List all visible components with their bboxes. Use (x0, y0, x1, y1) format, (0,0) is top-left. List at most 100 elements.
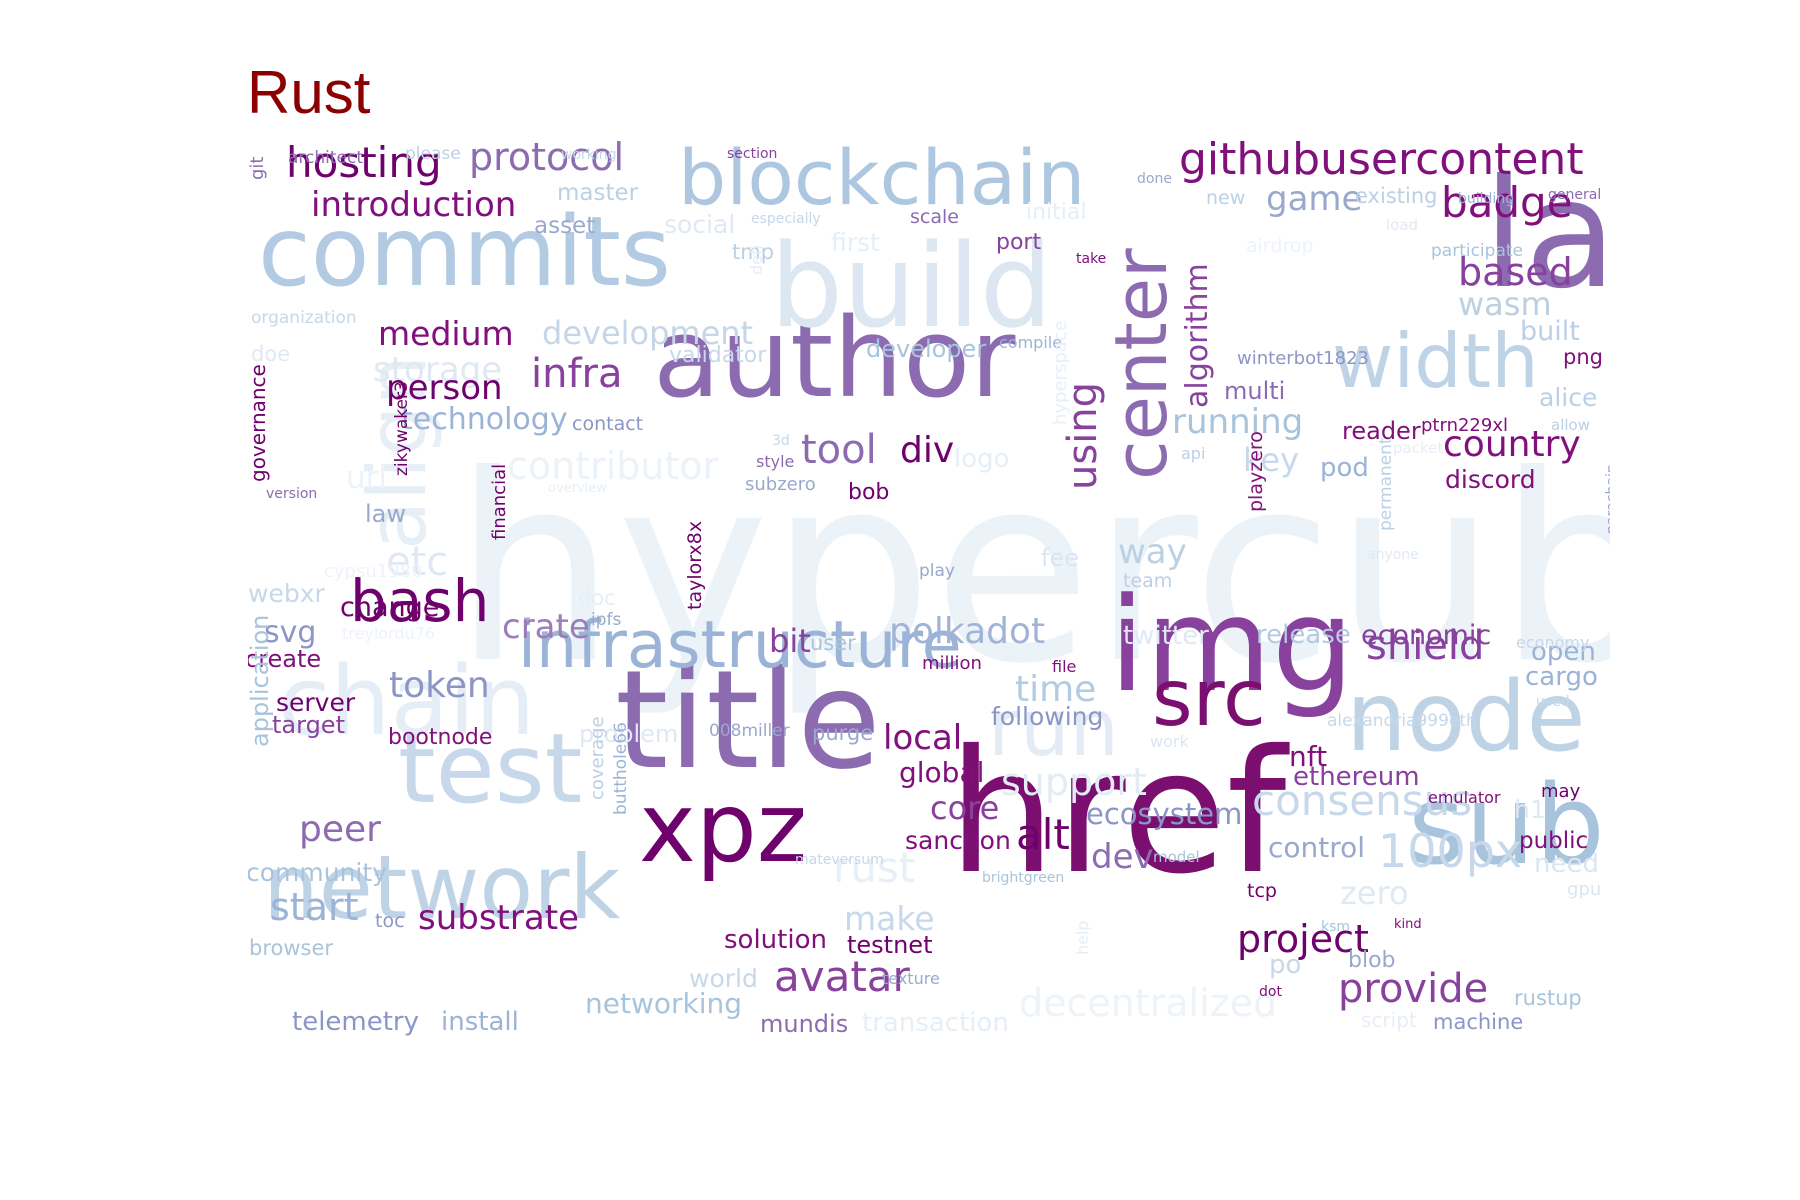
word-git: git (248, 156, 268, 180)
word-transaction: transaction (862, 1008, 1009, 1038)
word-polkadot: polkadot (889, 611, 1046, 652)
word-ptrn229xl: ptrn229xl (1421, 415, 1508, 436)
word-economic: economic (1361, 620, 1492, 651)
word-api: api (1181, 444, 1206, 463)
word-dot: dot (1259, 984, 1282, 1000)
word-alt: alt (1016, 810, 1070, 859)
word-h1: h1 (1514, 795, 1546, 824)
word-release: release (1256, 620, 1351, 650)
word-po: po (1269, 950, 1302, 980)
word-brightgreen: brightgreen (982, 870, 1065, 886)
word-browser: browser (249, 936, 334, 960)
word-node: node (1346, 661, 1586, 773)
word-financial: financial (489, 463, 510, 540)
word-doc: doc (578, 586, 616, 610)
word-doe: doe (251, 342, 291, 366)
word-zikywaker3: zikywaker3 (392, 381, 412, 476)
word-reader: reader (1342, 417, 1421, 445)
word-solution: solution (724, 925, 827, 955)
word-architect: architect (288, 148, 364, 168)
word-butthole66: butthole66 (611, 722, 631, 815)
word-width: width (1332, 317, 1539, 405)
word-social: social (664, 210, 736, 239)
word-machine: machine (1433, 1010, 1524, 1034)
word-cloud: hypercubehref lab img title author xpz sub netw… (248, 140, 1610, 1051)
word-build: build (770, 220, 1053, 354)
word-please: please (405, 144, 461, 164)
word-ethereum: ethereum (1293, 762, 1420, 792)
word-fee: fee (1041, 544, 1079, 572)
word-work: work (1150, 732, 1189, 751)
word-person: person (386, 368, 503, 408)
word-algorithm: algorithm (1180, 263, 1215, 408)
word-infra: infra (531, 351, 623, 397)
word-anyone: anyone (1367, 547, 1419, 563)
word-control: control (1268, 831, 1366, 864)
word-introduction: introduction (311, 185, 517, 225)
word-networking: networking (585, 987, 743, 1020)
word-parachain: parachain (1604, 464, 1610, 534)
word-tool: tool (801, 427, 877, 473)
word-commits: commits (258, 196, 671, 308)
word-working: working (561, 147, 617, 163)
word-xpz: xpz (639, 772, 808, 884)
word-playzero: playzero (1245, 431, 1267, 512)
word-world: world (689, 964, 758, 993)
word-public: public (1519, 828, 1589, 854)
word-crate: crate (502, 607, 590, 647)
word-technology: technology (401, 402, 568, 437)
word-section: section (727, 146, 778, 162)
word-img: img (1109, 569, 1355, 721)
word-telemetry: telemetry (292, 1007, 420, 1037)
word-start: start (270, 885, 359, 929)
word-taylorx8x: taylorx8x (684, 520, 706, 610)
word-winterbot1823: winterbot1823 (1237, 348, 1369, 369)
word-take: take (1076, 251, 1107, 267)
word-developer: developer (866, 335, 987, 363)
chart-title: Rust (247, 59, 371, 126)
word-project: project (1237, 917, 1369, 961)
word-change: change (340, 592, 440, 623)
word-discord: discord (1445, 465, 1536, 494)
word-script: script (1361, 1008, 1417, 1032)
word-user: user (810, 631, 856, 655)
word-etc: etc (386, 539, 449, 585)
word-scale: scale (910, 206, 959, 228)
word-core: core (930, 789, 1000, 827)
word-model: model (1153, 848, 1200, 866)
word-token: token (389, 665, 490, 706)
word-alice: alice (1539, 383, 1598, 412)
word-provide: provide (1338, 966, 1489, 1012)
word-country: country (1443, 424, 1581, 465)
word-permanent: permanent (1376, 437, 1396, 531)
word-peer: peer (299, 809, 381, 850)
word-texture: texture (882, 969, 940, 988)
word-wasm: wasm (1458, 285, 1552, 323)
word-install: install (441, 1007, 519, 1037)
word-time: time (1015, 669, 1097, 710)
word-hosting: hosting (286, 140, 442, 187)
word-following: following (991, 702, 1104, 731)
word-community: community (248, 858, 387, 887)
word-sanction: sanction (905, 826, 1011, 855)
word-pod: pod (1320, 453, 1369, 483)
word-allow: allow (1551, 416, 1590, 434)
word-run: run (988, 684, 1119, 774)
word-multi: multi (1224, 377, 1286, 405)
word-load: load (1386, 216, 1419, 234)
word-tmp: tmp (732, 240, 775, 264)
word-version: version (266, 486, 318, 502)
word-test: test (398, 713, 583, 825)
word-built: built (1520, 316, 1580, 347)
word-3d: 3d (772, 433, 790, 449)
word-src: src (1152, 654, 1266, 744)
word-organization: organization (251, 308, 357, 328)
word-zero: zero (1340, 874, 1409, 912)
word-githubusercontent: githubusercontent (1179, 140, 1584, 185)
word-twitter: twitter (1123, 621, 1209, 651)
word-author: author (653, 294, 1016, 422)
word-protocol: protocol (469, 140, 625, 179)
word-new: new (1206, 187, 1246, 209)
word-kind: kind (1394, 917, 1422, 932)
word-mateversum: mateversum (795, 852, 884, 868)
